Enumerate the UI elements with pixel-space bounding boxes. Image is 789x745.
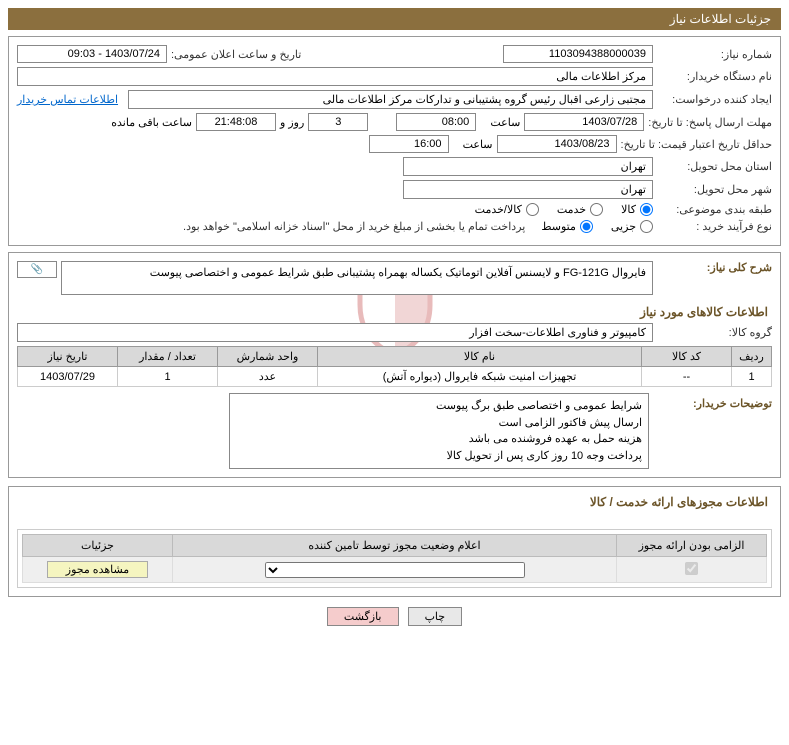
radio-both[interactable] (526, 203, 539, 216)
desc-title-label: شرح کلی نیاز: (657, 261, 772, 274)
status-select[interactable] (265, 562, 525, 578)
page-header: جزئیات اطلاعات نیاز (8, 8, 781, 30)
days-and-label: روز و (280, 116, 304, 129)
hour-label-1: ساعت (480, 116, 520, 129)
buyer-org-value: مرکز اطلاعات مالی (17, 67, 653, 86)
requester-label: ایجاد کننده درخواست: (657, 93, 772, 106)
city-label: شهر محل تحویل: (657, 183, 772, 196)
th-details: جزئیات (23, 535, 173, 557)
category-label: طبقه بندی موضوعی: (657, 203, 772, 216)
th-name: نام کالا (318, 347, 642, 367)
th-date: تاریخ نیاز (18, 347, 118, 367)
category-radio-group: کالا خدمت کالا/خدمت (475, 203, 653, 216)
license-row: مشاهده مجوز (23, 557, 767, 583)
validity-label: حداقل تاریخ اعتبار قیمت: تا تاریخ: (621, 138, 772, 151)
province-label: استان محل تحویل: (657, 160, 772, 173)
footer-buttons: چاپ بازگشت (8, 607, 781, 626)
goods-group-value: کامپیوتر و فناوری اطلاعات-سخت افزار (17, 323, 653, 342)
buyer-desc-text: شرایط عمومی و اختصاصی طبق برگ پیوستارسال… (229, 393, 649, 469)
page-title: جزئیات اطلاعات نیاز (670, 12, 771, 26)
attachment-icon[interactable]: 📎 (17, 261, 57, 278)
th-qty: تعداد / مقدار (118, 347, 218, 367)
back-button[interactable]: بازگشت (327, 607, 399, 626)
purchase-type-label: نوع فرآیند خرید : (657, 220, 772, 233)
deadline-date: 1403/07/28 (524, 113, 644, 131)
remain-suffix: ساعت باقی مانده (111, 116, 192, 129)
table-row: 1--تجهیزات امنیت شبکه فایروال (دیواره آت… (18, 367, 772, 387)
requester-value: مجتبی زارعی اقبال رئیس گروه پشتیبانی و ت… (128, 90, 653, 109)
buyer-org-label: نام دستگاه خریدار: (657, 70, 772, 83)
license-section-title: اطلاعات مجوزهای ارائه خدمت / کالا (17, 495, 768, 509)
goods-group-label: گروه کالا: (657, 326, 772, 339)
radio-medium[interactable] (580, 220, 593, 233)
th-row: ردیف (732, 347, 772, 367)
purchase-note: پرداخت تمام یا بخشی از مبلغ خرید از محل … (183, 220, 525, 233)
announce-value: 1403/07/24 - 09:03 (17, 45, 167, 63)
license-panel: اطلاعات مجوزهای ارائه خدمت / کالا الزامی… (8, 486, 781, 597)
hour-label-2: ساعت (453, 138, 493, 151)
desc-text: فایروال FG-121G و لایسنس آفلاین اتوماتیک… (61, 261, 653, 295)
deadline-label: مهلت ارسال پاسخ: تا تاریخ: (648, 116, 772, 129)
radio-goods[interactable] (640, 203, 653, 216)
province-value: تهران (403, 157, 653, 176)
need-number-value: 1103094388000039 (503, 45, 653, 63)
purchase-type-group: جزیی متوسط (541, 220, 653, 233)
deadline-hour: 08:00 (396, 113, 476, 131)
main-details-panel: شماره نیاز: 1103094388000039 تاریخ و ساع… (8, 36, 781, 246)
contact-link[interactable]: اطلاعات تماس خریدار (17, 93, 118, 106)
view-license-button[interactable]: مشاهده مجوز (47, 561, 148, 578)
mandatory-checkbox (685, 562, 698, 575)
th-status: اعلام وضعیت مجوز توسط تامین کننده (173, 535, 617, 557)
th-mandatory: الزامی بودن ارائه مجوز (617, 535, 767, 557)
license-table: الزامی بودن ارائه مجوز اعلام وضعیت مجوز … (22, 534, 767, 583)
announce-label: تاریخ و ساعت اعلان عمومی: (171, 48, 301, 61)
print-button[interactable]: چاپ (408, 607, 463, 626)
need-number-label: شماره نیاز: (657, 48, 772, 61)
goods-table: ردیف کد کالا نام کالا واحد شمارش تعداد /… (17, 346, 772, 387)
city-value: تهران (403, 180, 653, 199)
radio-partial[interactable] (640, 220, 653, 233)
description-panel: شرح کلی نیاز: فایروال FG-121G و لایسنس آ… (8, 252, 781, 478)
time-remaining: 21:48:08 (196, 113, 276, 131)
th-code: کد کالا (642, 347, 732, 367)
buyer-desc-label: توضیحات خریدار: (657, 393, 772, 410)
days-remaining: 3 (308, 113, 368, 131)
validity-date: 1403/08/23 (497, 135, 617, 153)
th-unit: واحد شمارش (218, 347, 318, 367)
radio-service[interactable] (590, 203, 603, 216)
goods-section-title: اطلاعات کالاهای مورد نیاز (17, 305, 768, 319)
validity-hour: 16:00 (369, 135, 449, 153)
